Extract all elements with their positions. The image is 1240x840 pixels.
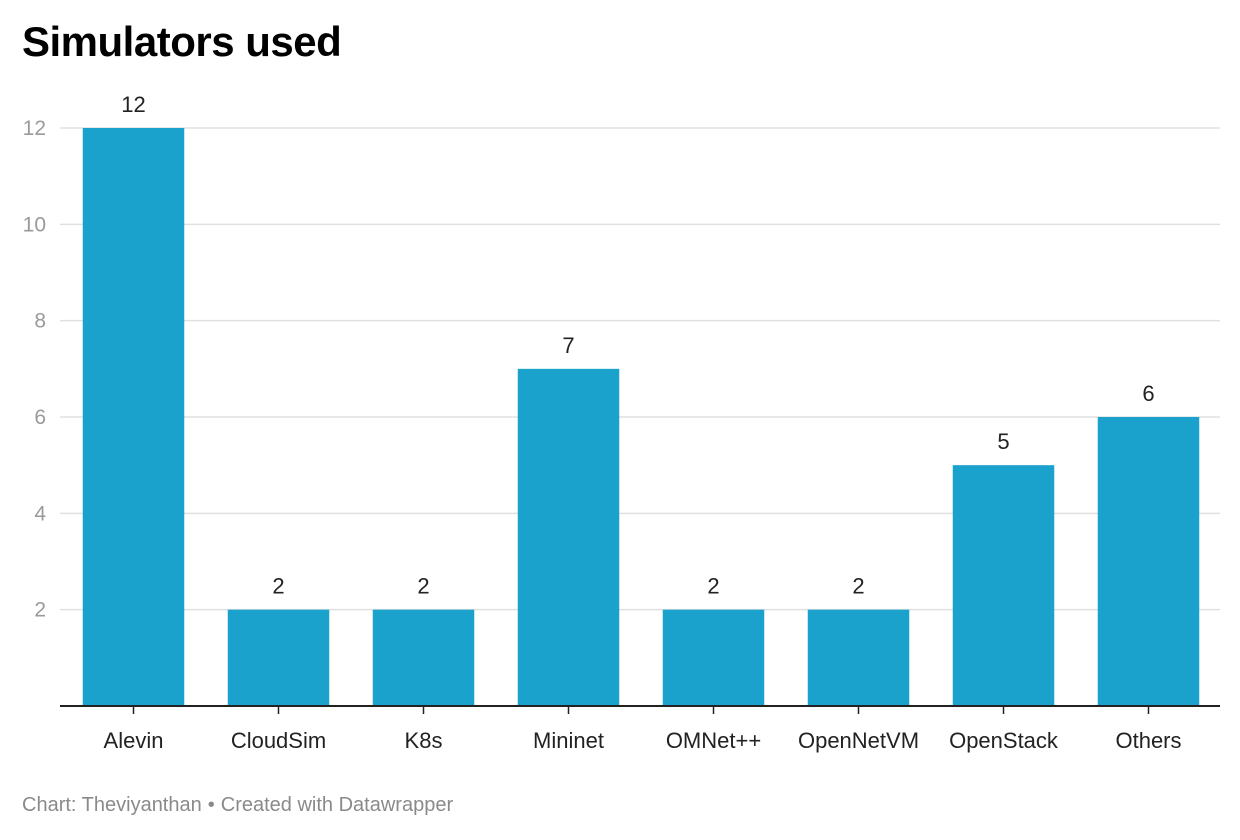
bar [227,609,330,706]
y-tick-label: 4 [34,502,46,525]
footer-source: Chart: Theviyanthan [22,794,202,816]
value-label: 2 [417,574,429,599]
bar [952,465,1055,706]
bar-layer [82,128,1200,706]
bar [82,128,185,706]
x-tick-label: CloudSim [231,728,326,753]
value-label: 12 [121,92,145,117]
footer-separator: • [207,794,215,816]
bar [1097,417,1200,706]
y-tick-label: 10 [23,213,46,236]
x-tick-label: Alevin [104,728,164,753]
y-tick-label: 2 [34,599,46,622]
footer-credit: Created with Datawrapper [220,794,454,816]
x-tick-label: K8s [405,728,443,753]
label-layer: 2 4 6 8 10 12 12 Alevin 2 CloudSim 2 K8s 7 Mininet 2 OM… [23,92,1182,753]
value-label: 2 [707,574,719,599]
chart-footer: Chart: Theviyanthan • Created with Datawra… [22,794,453,817]
y-tick-label: 6 [34,406,46,429]
x-tick-label: OpenStack [949,728,1059,753]
value-label: 6 [1142,381,1154,406]
value-label: 5 [997,429,1009,454]
value-label: 2 [272,574,284,599]
value-label: 2 [852,574,864,599]
x-tick-label: OpenNetVM [798,728,919,753]
bar [662,609,765,706]
bar [807,609,910,706]
x-tick-label: Others [1115,728,1181,753]
bar [517,368,620,706]
bar [372,609,475,706]
x-tick-label: OMNet++ [666,728,761,753]
y-tick-label: 12 [23,117,46,140]
x-tick-label: Mininet [533,728,604,753]
y-tick-label: 8 [34,310,46,333]
chart-title: Simulators used [22,18,342,65]
value-label: 7 [562,333,574,358]
